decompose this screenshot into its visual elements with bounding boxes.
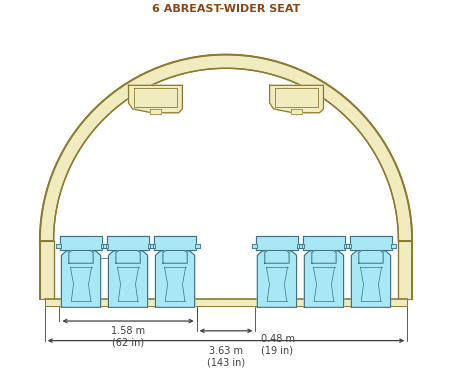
Polygon shape <box>358 251 382 263</box>
Polygon shape <box>149 109 161 114</box>
Text: 0.48 m
(19 in): 0.48 m (19 in) <box>261 334 295 355</box>
Polygon shape <box>154 236 196 251</box>
Polygon shape <box>60 236 102 251</box>
Polygon shape <box>269 85 323 115</box>
Polygon shape <box>107 236 149 251</box>
Polygon shape <box>162 251 187 263</box>
Polygon shape <box>128 85 182 115</box>
Polygon shape <box>155 251 194 307</box>
Polygon shape <box>164 267 185 301</box>
Polygon shape <box>45 300 406 306</box>
Text: 0.46 m
(18 in): 0.46 m (18 in) <box>63 261 97 283</box>
Polygon shape <box>117 267 138 301</box>
Polygon shape <box>255 236 297 251</box>
Polygon shape <box>296 244 301 248</box>
Polygon shape <box>311 251 336 263</box>
Polygon shape <box>264 251 289 263</box>
Polygon shape <box>56 244 61 248</box>
Polygon shape <box>194 244 200 248</box>
Polygon shape <box>390 244 395 248</box>
Polygon shape <box>304 251 343 307</box>
Polygon shape <box>345 244 350 248</box>
Text: 6 ABREAST-WIDER SEAT: 6 ABREAST-WIDER SEAT <box>152 4 299 14</box>
Polygon shape <box>115 251 140 263</box>
Polygon shape <box>69 251 93 263</box>
Polygon shape <box>298 244 304 248</box>
Polygon shape <box>251 244 257 248</box>
Polygon shape <box>101 244 106 248</box>
Polygon shape <box>302 236 344 251</box>
Polygon shape <box>40 54 411 241</box>
Polygon shape <box>70 267 92 301</box>
Polygon shape <box>150 244 155 248</box>
Text: 3.63 m
(143 in): 3.63 m (143 in) <box>207 346 244 367</box>
Polygon shape <box>103 244 108 248</box>
Polygon shape <box>266 267 287 301</box>
Polygon shape <box>257 251 296 307</box>
Polygon shape <box>40 241 54 300</box>
Polygon shape <box>343 244 348 248</box>
Polygon shape <box>61 251 101 307</box>
Polygon shape <box>290 109 302 114</box>
Polygon shape <box>350 251 390 307</box>
Text: 1.58 m
(62 in): 1.58 m (62 in) <box>111 326 145 347</box>
Polygon shape <box>359 267 381 301</box>
Polygon shape <box>147 244 153 248</box>
Polygon shape <box>108 251 147 307</box>
Polygon shape <box>313 267 334 301</box>
Polygon shape <box>349 236 391 251</box>
Polygon shape <box>397 241 411 300</box>
